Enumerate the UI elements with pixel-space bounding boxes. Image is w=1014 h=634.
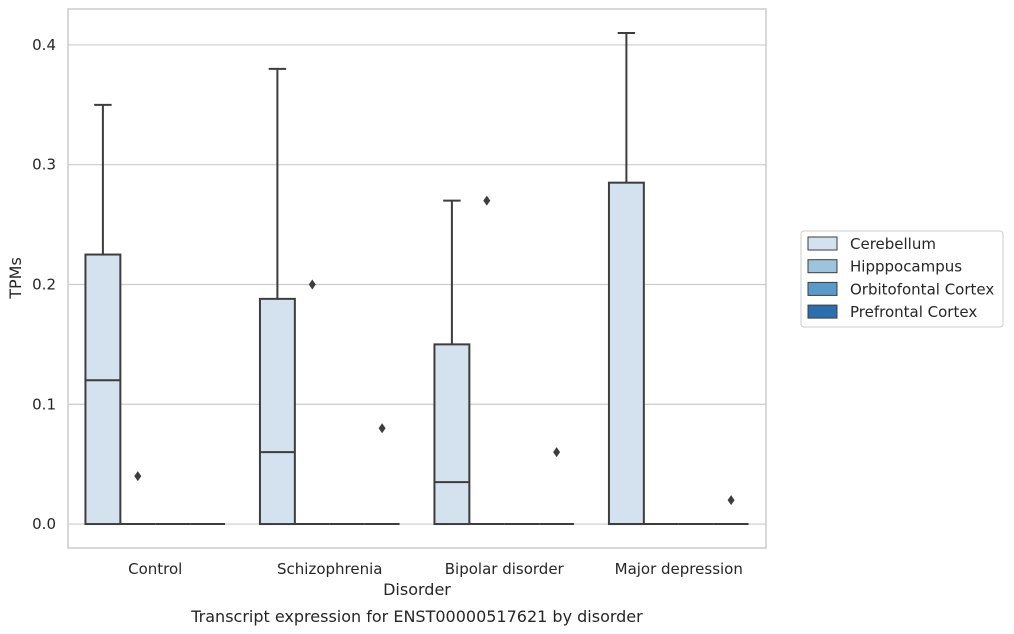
legend-label: Orbitofontal Cortex [850, 280, 994, 298]
x-tick-label: Major depression [615, 560, 743, 578]
outlier-point [378, 423, 386, 434]
outlier-point [483, 195, 491, 206]
y-tick-label: 0.4 [32, 36, 56, 54]
box-cerebellum [258, 67, 296, 526]
box-plot-marks [84, 31, 749, 526]
legend-swatch [807, 281, 838, 296]
x-tick-labels: Control Schizophrenia Bipolar disorder Majo… [128, 560, 743, 578]
y-tick-label: 0.2 [32, 275, 56, 293]
y-tick-label: 0.1 [32, 395, 56, 413]
legend-frame [800, 230, 1004, 328]
box-body [607, 181, 645, 526]
box-cerebellum [433, 199, 471, 526]
box-body [258, 297, 296, 526]
x-tick-label: Schizophrenia [277, 560, 382, 578]
box-hipppocampus [469, 195, 505, 526]
y-axis-label: TPMs [6, 257, 25, 300]
legend-swatch [807, 304, 838, 319]
x-tick-label: Control [128, 560, 182, 578]
box-cerebellum [607, 31, 645, 526]
legend-swatch [807, 259, 838, 274]
outlier-point [134, 471, 142, 482]
legend-label: Prefrontal Cortex [850, 303, 977, 321]
plot-frame [67, 8, 767, 549]
outlier-point [308, 279, 316, 290]
figure-caption: Transcript expression for ENST0000051762… [190, 607, 643, 626]
legend: Cerebellum Hipppocampus Orbitofontal Corte… [800, 230, 1004, 328]
outlier-point [553, 447, 561, 458]
box-body [84, 253, 122, 526]
box-hipppocampus [120, 471, 156, 526]
box-prefrontal-cortex [713, 495, 749, 526]
legend-swatch [807, 236, 838, 251]
box-prefrontal-cortex [364, 423, 400, 526]
outlier-point [727, 495, 735, 506]
x-tick-label: Bipolar disorder [445, 560, 565, 578]
legend-label: Hipppocampus [850, 258, 962, 276]
y-tick-label: 0.3 [32, 156, 56, 174]
y-gridlines [68, 44, 766, 525]
y-tick-label: 0.0 [32, 515, 56, 533]
x-axis-label: Disorder [383, 580, 451, 599]
legend-label: Cerebellum [850, 235, 936, 253]
box-cerebellum [84, 103, 122, 526]
y-tick-labels: 0.0 0.1 0.2 0.3 0.4 [32, 36, 56, 533]
box-body [433, 343, 471, 526]
box-hipppocampus [294, 279, 330, 526]
box-prefrontal-cortex [539, 447, 575, 526]
